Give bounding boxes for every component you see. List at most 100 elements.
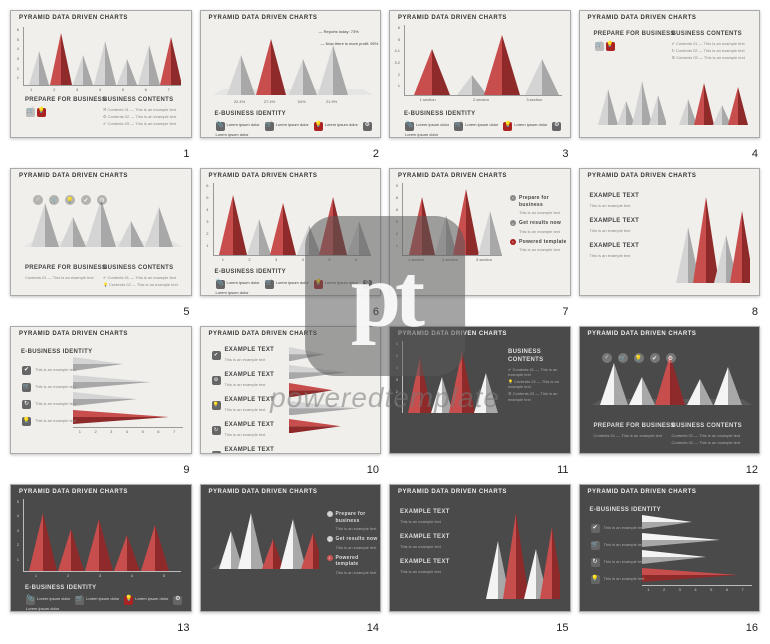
- slide: PYRAMID DATA DRIVEN CHARTS ♂🛒💡✔⚙PREPARE …: [10, 168, 192, 296]
- ribbon-icon: ⚙: [666, 353, 676, 363]
- slide-title: PYRAMID DATA DRIVEN CHARTS: [209, 173, 318, 179]
- slide-title: PYRAMID DATA DRIVEN CHARTS: [398, 15, 507, 21]
- slide-number: 3: [562, 148, 568, 160]
- bulb-icon: 💡: [606, 42, 615, 51]
- slide-title: PYRAMID DATA DRIVEN CHARTS: [209, 331, 318, 337]
- ribbon-icon: ✔: [650, 353, 660, 363]
- slide-number: 16: [746, 622, 758, 634]
- text-block: E-BUSINESS IDENTITY: [590, 507, 661, 517]
- callout: — Reports today: 73%: [319, 29, 359, 34]
- thumbnail-cell[interactable]: PYRAMID DATA DRIVEN CHARTS 22.4%27.4%34%…: [200, 10, 382, 160]
- slide-number: 13: [177, 622, 189, 634]
- slide: PYRAMID DATA DRIVEN CHARTS ✔EXAMPLE TEXT…: [200, 326, 382, 454]
- slide-number: 14: [367, 622, 379, 634]
- ribbon-icon: 🛒: [49, 195, 59, 205]
- slide-number: 4: [752, 148, 758, 160]
- horizontal-pyramid-chart: 1234567: [73, 357, 183, 427]
- thumbnail-cell[interactable]: PYRAMID DATA DRIVEN CHARTS EXAMPLE TEXTT…: [579, 168, 761, 318]
- ribbon-icon: ✔: [81, 195, 91, 205]
- sync-icon: ↻: [22, 400, 31, 409]
- thumbnail-cell[interactable]: PYRAMID DATA DRIVEN CHARTS •Prepare for …: [200, 484, 382, 634]
- slide-title: PYRAMID DATA DRIVEN CHARTS: [19, 15, 128, 21]
- inline-icon: 💡: [314, 122, 323, 131]
- ribbon-icons: ♂🛒💡✔⚙: [33, 195, 107, 205]
- sync-icon: ↻: [591, 558, 600, 567]
- content-line: 🗎 Contents 01 — This is an example text: [103, 107, 176, 112]
- chk-icon: ✔: [22, 366, 31, 375]
- slide: PYRAMID DATA DRIVEN CHARTS 9863211.secti…: [389, 168, 571, 296]
- callout: — Now there is more profit: 95%: [321, 41, 379, 46]
- thumbnail-cell[interactable]: PYRAMID DATA DRIVEN CHARTS EXAMPLE TEXTT…: [389, 484, 571, 634]
- ribbon-icon: 💡: [65, 195, 75, 205]
- slide-number: 10: [367, 464, 379, 476]
- slide-number: 1: [183, 148, 189, 160]
- horizontal-pyramid-chart: 1234567: [642, 515, 752, 585]
- cart-icon: 🛒: [22, 383, 31, 392]
- text-block: BUSINESS CONTENTS✔ Contents 01 — This is…: [672, 31, 745, 62]
- ribbon-icon: 💡: [634, 353, 644, 363]
- slide-title: PYRAMID DATA DRIVEN CHARTS: [588, 489, 697, 495]
- pyramid-chart: 654.13.2211.section2.section3.section: [402, 25, 562, 95]
- pyramid-chart: 5432112345: [21, 499, 181, 571]
- pyramid-chart: 6543211234567: [21, 27, 181, 85]
- inline-icon: ⚙: [363, 122, 372, 131]
- side-icons: ✔This is an example text🛒This is an exam…: [590, 523, 645, 591]
- slide-number: 2: [373, 148, 379, 160]
- text-block: BUSINESS CONTENTS🗎 Contents 01 — This is…: [103, 97, 176, 128]
- content-line: ⚙ Contents 03 — This is an example text: [508, 391, 570, 401]
- bulb-icon: 💡: [37, 108, 46, 117]
- inline-icon: ⚙: [363, 280, 372, 289]
- slide: PYRAMID DATA DRIVEN CHARTS 654.13.2211.s…: [389, 10, 571, 138]
- slide-title: PYRAMID DATA DRIVEN CHARTS: [398, 331, 507, 337]
- thumbnail-cell[interactable]: PYRAMID DATA DRIVEN CHARTS 6543211234567…: [10, 10, 192, 160]
- content-line: ✔ Contents 01 — This is an example text: [508, 367, 570, 377]
- slide: PYRAMID DATA DRIVEN CHARTS EXAMPLE TEXTT…: [389, 484, 571, 612]
- text-block: BUSINESS CONTENTS✔ Contents 01 — This is…: [508, 349, 570, 404]
- content-line: ✔ Contents 01 — This is an example text: [103, 275, 178, 280]
- thumbnail-cell[interactable]: PYRAMID DATA DRIVEN CHARTS 654321BUSINES…: [389, 326, 571, 476]
- thumbnail-cell[interactable]: PYRAMID DATA DRIVEN CHARTS 654321123456E…: [200, 168, 382, 318]
- inline-icon: 💡: [314, 280, 323, 289]
- text-block: PREPARE FOR BUSINESS🛒💡: [25, 97, 106, 118]
- content-line: ↻ Contents 02 — This is an example text: [672, 48, 745, 53]
- inline-icon: ⚙: [173, 596, 182, 605]
- text-block: PREPARE FOR BUSINESSContents 01 — This i…: [25, 265, 106, 282]
- inline-icon: 💡: [503, 122, 512, 131]
- slide: PYRAMID DATA DRIVEN CHARTS 5432112345E-B…: [10, 484, 192, 612]
- slide-title: PYRAMID DATA DRIVEN CHARTS: [588, 173, 697, 179]
- slide: PYRAMID DATA DRIVEN CHARTS 22.4%27.4%34%…: [200, 10, 382, 138]
- chk-icon: ✔: [591, 524, 600, 533]
- thumbnail-grid: PYRAMID DATA DRIVEN CHARTS 6543211234567…: [0, 0, 770, 644]
- content-line: Contents 01 — This is an example text: [25, 275, 106, 280]
- text-block: PREPARE FOR BUSINESS🛒💡: [594, 31, 675, 52]
- side-icons: ✔This is an example text🛒This is an exam…: [21, 365, 76, 433]
- pyramid-chart: 9863211.section2.section3.section: [400, 183, 502, 255]
- thumbnail-cell[interactable]: PYRAMID DATA DRIVEN CHARTS 654.13.2211.s…: [389, 10, 571, 160]
- slide-title: PYRAMID DATA DRIVEN CHARTS: [398, 173, 507, 179]
- bullet-list: •Prepare for businessThis is an example …: [327, 511, 381, 580]
- cart-icon: 🛒: [591, 541, 600, 550]
- cart-icon: 🛒: [595, 42, 604, 51]
- thumbnail-cell[interactable]: PYRAMID DATA DRIVEN CHARTS 1234567E-BUSI…: [579, 484, 761, 634]
- content-line: Contents 01 — This is an example text: [594, 433, 675, 438]
- thumbnail-cell[interactable]: PYRAMID DATA DRIVEN CHARTS ♂🛒💡✔⚙PREPARE …: [579, 326, 761, 476]
- slide-number: 9: [183, 464, 189, 476]
- thumbnail-cell[interactable]: PYRAMID DATA DRIVEN CHARTS ✔EXAMPLE TEXT…: [200, 326, 382, 476]
- slide-number: 6: [373, 306, 379, 318]
- thumbnail-cell[interactable]: PYRAMID DATA DRIVEN CHARTS 9863211.secti…: [389, 168, 571, 318]
- pyramid-chart: 654321: [400, 341, 500, 413]
- inline-icon: 📎: [405, 122, 414, 131]
- thumbnail-cell[interactable]: PYRAMID DATA DRIVEN CHARTS PREPARE FOR B…: [579, 10, 761, 160]
- slide-title: PYRAMID DATA DRIVEN CHARTS: [209, 489, 318, 495]
- slide-title: PYRAMID DATA DRIVEN CHARTS: [398, 489, 507, 495]
- thumbnail-cell[interactable]: PYRAMID DATA DRIVEN CHARTS 5432112345E-B…: [10, 484, 192, 634]
- slide: PYRAMID DATA DRIVEN CHARTS 654321123456E…: [200, 168, 382, 296]
- pyramid-chart: 654321123456: [211, 183, 371, 255]
- slide-number: 7: [562, 306, 568, 318]
- thumbnail-cell[interactable]: PYRAMID DATA DRIVEN CHARTS ♂🛒💡✔⚙PREPARE …: [10, 168, 192, 318]
- slide-number: 15: [556, 622, 568, 634]
- inline-icon: 🛒: [265, 280, 274, 289]
- thumbnail-cell[interactable]: PYRAMID DATA DRIVEN CHARTS 1234567E-BUSI…: [10, 326, 192, 476]
- example-text-list: ✔EXAMPLE TEXTThis is an example text⚙EXA…: [211, 347, 275, 454]
- content-line: ⚙ Contents 03 — This is an example text: [672, 55, 745, 60]
